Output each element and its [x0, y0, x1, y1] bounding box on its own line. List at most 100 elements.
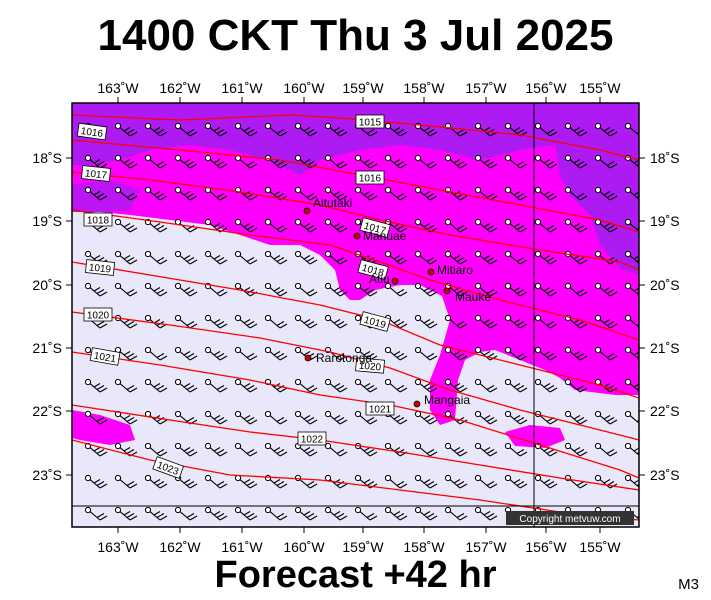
wind-barb [294, 282, 318, 297]
lat-label-left: 18˚S [32, 150, 62, 166]
wind-barb [504, 282, 528, 297]
svg-text:1020: 1020 [87, 311, 110, 322]
wind-barb [204, 122, 228, 137]
wind-barb [84, 154, 108, 169]
isobar-line [72, 139, 639, 233]
wind-barb [324, 250, 348, 265]
wind-barb [534, 122, 558, 137]
wind-barb [564, 218, 588, 233]
wind-barb [594, 314, 618, 329]
wind-barb [444, 314, 468, 329]
wind-barb [474, 282, 498, 297]
wind-barb [414, 346, 438, 361]
wind-barb [444, 506, 468, 521]
lon-label-bottom: 157˚W [465, 539, 507, 555]
wind-barb [444, 346, 468, 361]
copyright-text: Copyright metvuw.com [519, 514, 620, 525]
place-marker [353, 232, 361, 240]
wind-barb [444, 154, 468, 169]
wind-barb [444, 442, 468, 457]
wind-barb [384, 186, 408, 201]
wind-barb [294, 314, 318, 329]
wind-barb [204, 474, 228, 489]
wind-barb [384, 474, 408, 489]
wind-barb [504, 186, 528, 201]
isobar-line [72, 209, 639, 341]
wind-barb [174, 122, 198, 137]
wind-barb [294, 186, 318, 201]
wind-barb [84, 474, 108, 489]
wind-barb [204, 506, 228, 521]
magenta-precip-blob [505, 425, 565, 448]
wind-barb [504, 474, 528, 489]
place-label: Rarotonga [316, 351, 372, 365]
forecast-label: Forecast +42 hr [214, 554, 497, 596]
wind-barb [384, 250, 408, 265]
wind-barb [324, 378, 348, 393]
lon-label-top: 157˚W [465, 80, 507, 96]
wind-barb [264, 442, 288, 457]
wind-barb [414, 154, 438, 169]
lon-label-bottom: 162˚W [159, 539, 201, 555]
wind-barb [114, 282, 138, 297]
place-label: Atiu [369, 272, 390, 286]
wind-barb [534, 346, 558, 361]
wind-barb [594, 218, 618, 233]
isobar-line [72, 311, 639, 441]
map-frame [71, 102, 640, 528]
lat-label-left: 23˚S [32, 467, 62, 483]
wind-barb [384, 122, 408, 137]
wind-barb [204, 378, 228, 393]
wind-barb [594, 346, 618, 361]
isobar-label: 1022 [297, 431, 327, 446]
wind-barb [144, 346, 168, 361]
wind-barb [474, 506, 498, 521]
lat-label-right: 18˚S [650, 150, 680, 166]
wind-barb [204, 154, 228, 169]
wind-barb [294, 410, 318, 425]
wind-barb [144, 250, 168, 265]
wind-barb [564, 346, 588, 361]
wind-barb [324, 314, 348, 329]
wind-barb [354, 506, 378, 521]
isobar-label: 1019 [85, 259, 116, 276]
wind-barb [594, 410, 618, 425]
place-marker [303, 207, 311, 215]
svg-text:1021: 1021 [93, 351, 117, 366]
lon-label-top: 158˚W [403, 80, 445, 96]
magenta-precip-patch [72, 410, 135, 445]
isobar-label: 1016 [355, 170, 385, 185]
svg-text:1017: 1017 [84, 168, 108, 181]
wind-barb [504, 346, 528, 361]
copyright-box [506, 511, 634, 525]
wind-barb [594, 122, 618, 137]
wind-barb [534, 218, 558, 233]
wind-barb [534, 186, 558, 201]
svg-text:1021: 1021 [369, 405, 392, 416]
wind-barb [534, 314, 558, 329]
wind-barb [444, 122, 468, 137]
wind-barb [564, 282, 588, 297]
isobar-label: 1016 [76, 122, 108, 141]
wind-barb [534, 442, 558, 457]
wind-barb [204, 442, 228, 457]
wind-barb [444, 474, 468, 489]
wind-barb [474, 442, 498, 457]
wind-barb [564, 378, 588, 393]
lat-label-left: 22˚S [32, 403, 62, 419]
wind-barb [504, 154, 528, 169]
wind-barb [564, 154, 588, 169]
wind-barb [504, 442, 528, 457]
isobar-label: 1020 [355, 357, 385, 374]
wind-barb [624, 282, 639, 296]
wind-barb [264, 186, 288, 201]
wind-barb [204, 282, 228, 297]
wind-barb [534, 250, 558, 265]
lon-label-top: 161˚W [221, 80, 263, 96]
place-label: Mauke [455, 290, 491, 304]
lon-label-bottom: 158˚W [403, 539, 445, 555]
wind-barb [114, 186, 138, 201]
lat-label-right: 21˚S [650, 340, 680, 356]
lon-label-bottom: 160˚W [283, 539, 325, 555]
wind-barb [594, 474, 618, 489]
